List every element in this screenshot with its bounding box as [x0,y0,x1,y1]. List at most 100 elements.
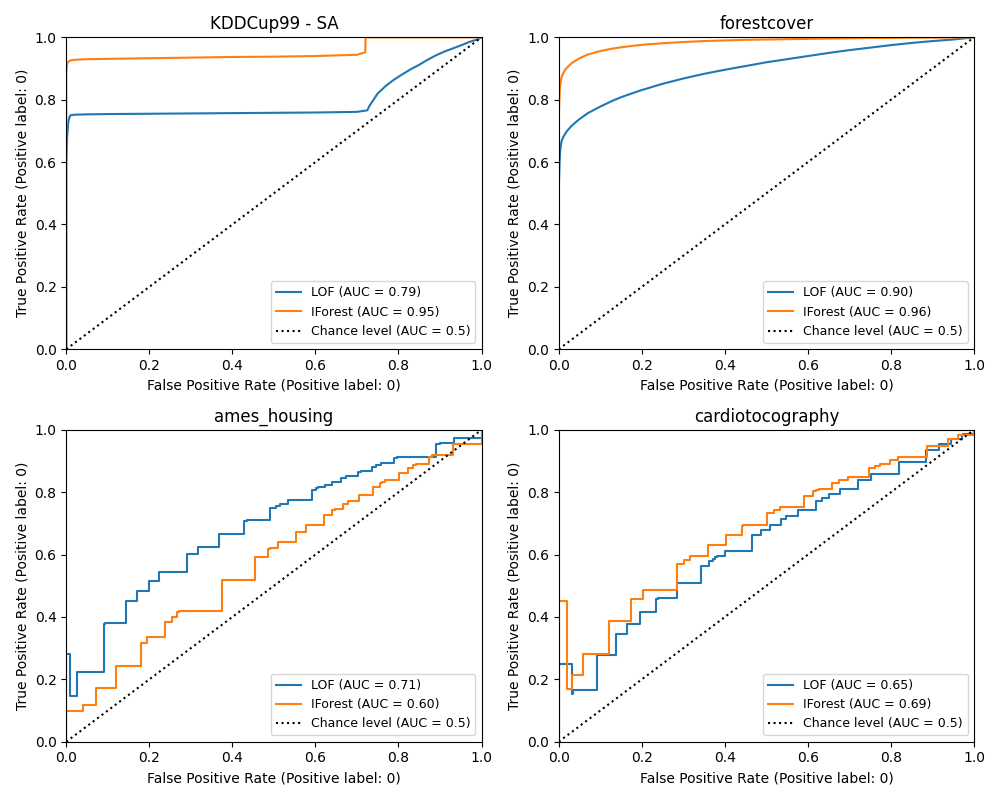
IForest (AUC = 0.95) [355,49,367,58]
LOF (AUC = 0.65) [610,630,622,639]
IForest (AUC = 0.69) [863,463,875,473]
LOF (AUC = 0.65) [695,562,707,571]
LOF (AUC = 0.71) [153,567,165,577]
LOF (AUC = 0.71) [355,466,367,475]
IForest (AUC = 0.95) [102,54,114,64]
Y-axis label: True Positive Rate (Positive label: 0): True Positive Rate (Positive label: 0) [15,462,29,710]
LOF (AUC = 0.65) [865,470,877,479]
LOF (AUC = 0.90) [555,140,567,150]
IForest (AUC = 0.60) [216,575,228,585]
LOF (AUC = 0.90) [864,43,876,53]
IForest (AUC = 0.69) [884,455,896,465]
IForest (AUC = 0.69) [603,616,615,626]
LOF (AUC = 0.79) [60,158,72,167]
LOF (AUC = 0.71) [98,620,110,630]
IForest (AUC = 0.69) [921,442,933,451]
LOF (AUC = 0.90) [553,170,565,179]
IForest (AUC = 0.96) [556,72,568,82]
LOF (AUC = 0.79) [430,50,442,60]
LOF (AUC = 0.79) [102,110,114,119]
IForest (AUC = 0.60) [300,521,312,530]
LOF (AUC = 0.65) [956,430,968,439]
LOF (AUC = 0.90) [947,34,959,44]
LOF (AUC = 0.79) [268,108,280,118]
LOF (AUC = 0.71) [120,596,132,606]
IForest (AUC = 0.60) [402,463,414,473]
IForest (AUC = 0.60) [342,496,354,506]
IForest (AUC = 0.60) [337,498,349,508]
LOF (AUC = 0.90) [553,189,565,198]
IForest (AUC = 0.96) [781,34,793,44]
LOF (AUC = 0.65) [553,659,565,669]
LOF (AUC = 0.71) [270,501,282,510]
LOF (AUC = 0.79) [476,33,488,42]
X-axis label: False Positive Rate (Positive label: 0): False Positive Rate (Positive label: 0) [147,378,401,393]
IForest (AUC = 0.69) [892,452,904,462]
LOF (AUC = 0.71) [391,453,403,462]
LOF (AUC = 0.71) [64,692,76,702]
Legend: LOF (AUC = 0.65), IForest (AUC = 0.69), Chance level (AUC = 0.5): LOF (AUC = 0.65), IForest (AUC = 0.69), … [763,674,968,735]
IForest (AUC = 0.60) [410,459,422,469]
LOF (AUC = 0.71) [370,460,382,470]
LOF (AUC = 0.71) [306,486,318,495]
IForest (AUC = 0.95) [353,50,365,59]
LOF (AUC = 0.65) [707,554,719,563]
LOF (AUC = 0.71) [270,501,282,510]
LOF (AUC = 0.65) [945,434,957,444]
IForest (AUC = 0.60) [379,475,391,485]
LOF (AUC = 0.65) [566,689,578,698]
IForest (AUC = 0.96) [947,33,959,42]
IForest (AUC = 0.95) [62,57,74,66]
IForest (AUC = 0.60) [262,544,274,554]
IForest (AUC = 0.69) [561,684,573,694]
IForest (AUC = 0.60) [110,662,122,671]
IForest (AUC = 0.96) [719,36,731,46]
IForest (AUC = 0.95) [360,33,372,42]
Line: LOF (AUC = 0.65): LOF (AUC = 0.65) [559,430,974,742]
IForest (AUC = 0.69) [768,505,780,514]
LOF (AUC = 0.65) [746,530,758,540]
LOF (AUC = 0.90) [740,62,752,71]
LOF (AUC = 0.79) [226,108,238,118]
IForest (AUC = 0.96) [628,41,640,50]
IForest (AUC = 0.96) [569,56,581,66]
LOF (AUC = 0.79) [309,108,321,118]
LOF (AUC = 0.65) [933,439,945,449]
LOF (AUC = 0.90) [574,114,586,124]
IForest (AUC = 0.60) [326,506,338,515]
LOF (AUC = 0.65) [650,594,662,604]
IForest (AUC = 0.95) [69,55,81,65]
IForest (AUC = 0.60) [367,482,379,492]
LOF (AUC = 0.79) [446,44,458,54]
LOF (AUC = 0.71) [60,650,72,659]
LOF (AUC = 0.71) [312,482,324,492]
LOF (AUC = 0.90) [843,46,855,55]
IForest (AUC = 0.96) [885,33,897,42]
Line: IForest (AUC = 0.60): IForest (AUC = 0.60) [66,430,482,742]
IForest (AUC = 0.96) [906,33,918,42]
LOF (AUC = 0.79) [81,110,93,119]
IForest (AUC = 0.69) [833,476,845,486]
IForest (AUC = 0.69) [842,472,854,482]
LOF (AUC = 0.71) [131,586,143,595]
IForest (AUC = 0.60) [290,527,302,537]
IForest (AUC = 0.95) [61,59,73,69]
LOF (AUC = 0.79) [363,101,375,110]
IForest (AUC = 0.96) [554,89,566,98]
LOF (AUC = 0.90) [607,96,619,106]
LOF (AUC = 0.71) [448,434,460,443]
LOF (AUC = 0.90) [594,102,606,111]
Legend: LOF (AUC = 0.90), IForest (AUC = 0.96), Chance level (AUC = 0.5): LOF (AUC = 0.90), IForest (AUC = 0.96), … [763,282,968,343]
LOF (AUC = 0.71) [60,737,72,746]
IForest (AUC = 0.60) [60,706,72,715]
LOF (AUC = 0.90) [906,38,918,48]
IForest (AUC = 0.95) [185,53,197,62]
LOF (AUC = 0.90) [615,93,627,102]
IForest (AUC = 0.96) [555,76,567,86]
LOF (AUC = 0.90) [559,130,571,139]
LOF (AUC = 0.65) [671,578,683,588]
IForest (AUC = 0.60) [353,490,365,499]
LOF (AUC = 0.65) [567,686,579,695]
IForest (AUC = 0.96) [553,99,565,109]
IForest (AUC = 0.96) [657,38,669,48]
